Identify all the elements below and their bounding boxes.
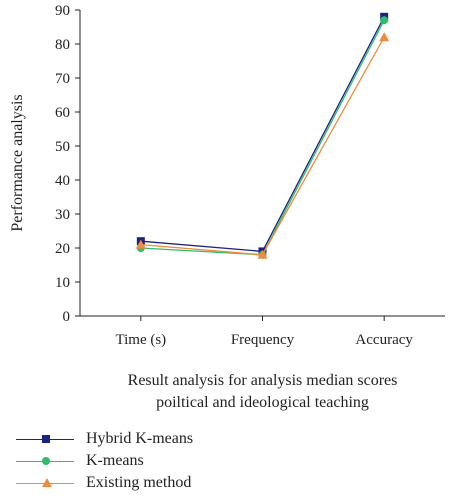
series-existing-method [135,32,390,259]
x-tick-label: Time (s) [115,332,166,348]
x-tick-label: Frequency [231,332,295,348]
data-point [257,249,268,259]
y-tick-label: 40 [55,173,70,189]
y-tick-label: 0 [63,309,71,325]
axes [79,10,445,317]
y-tick-label: 90 [55,3,70,19]
x-axis-label-line-2: poiltical and ideological teaching [156,394,369,411]
y-axis-label: Performance analysis [9,94,26,231]
data-point [135,239,146,249]
series-hybrid-k-means [136,12,389,256]
legend-swatch [10,454,80,468]
legend-marker [42,478,52,487]
y-tick-label: 20 [55,241,70,257]
series-line [140,19,385,256]
y-tick-label: 60 [55,105,70,121]
y-axis-ticks: 0 10 20 30 40 50 60 70 80 90 [55,3,80,325]
series-line [140,36,385,256]
legend-label: Existing method [86,474,192,491]
series-lines [135,12,390,259]
legend-item: K-means [10,450,193,472]
series-k-means [136,16,389,259]
legend-item: Hybrid K-means [10,428,193,450]
data-point [380,16,389,25]
series-line [140,16,385,253]
legend-label: K-means [86,452,144,469]
y-tick-label: 70 [55,71,70,87]
legend: Hybrid K-means K-means Existing method [10,428,193,494]
x-axis-label-line-1: Result analysis for analysis median scor… [128,372,398,389]
line-chart: 0 10 20 30 40 50 60 70 80 90 Time (s) Frequency Acc… [9,3,445,411]
y-tick-label: 50 [55,139,70,155]
x-tick-label: Accuracy [355,332,413,348]
legend-swatch [10,432,80,446]
y-tick-label: 10 [55,275,70,291]
data-point [379,32,390,42]
y-tick-label: 30 [55,207,70,223]
legend-swatch [10,476,80,490]
legend-marker [42,435,50,443]
x-axis-ticks: Time (s) Frequency Accuracy [115,316,413,348]
legend-label: Hybrid K-means [86,430,194,447]
legend-marker [42,457,50,465]
legend-item: Existing method [10,472,193,494]
y-tick-label: 80 [55,37,70,53]
